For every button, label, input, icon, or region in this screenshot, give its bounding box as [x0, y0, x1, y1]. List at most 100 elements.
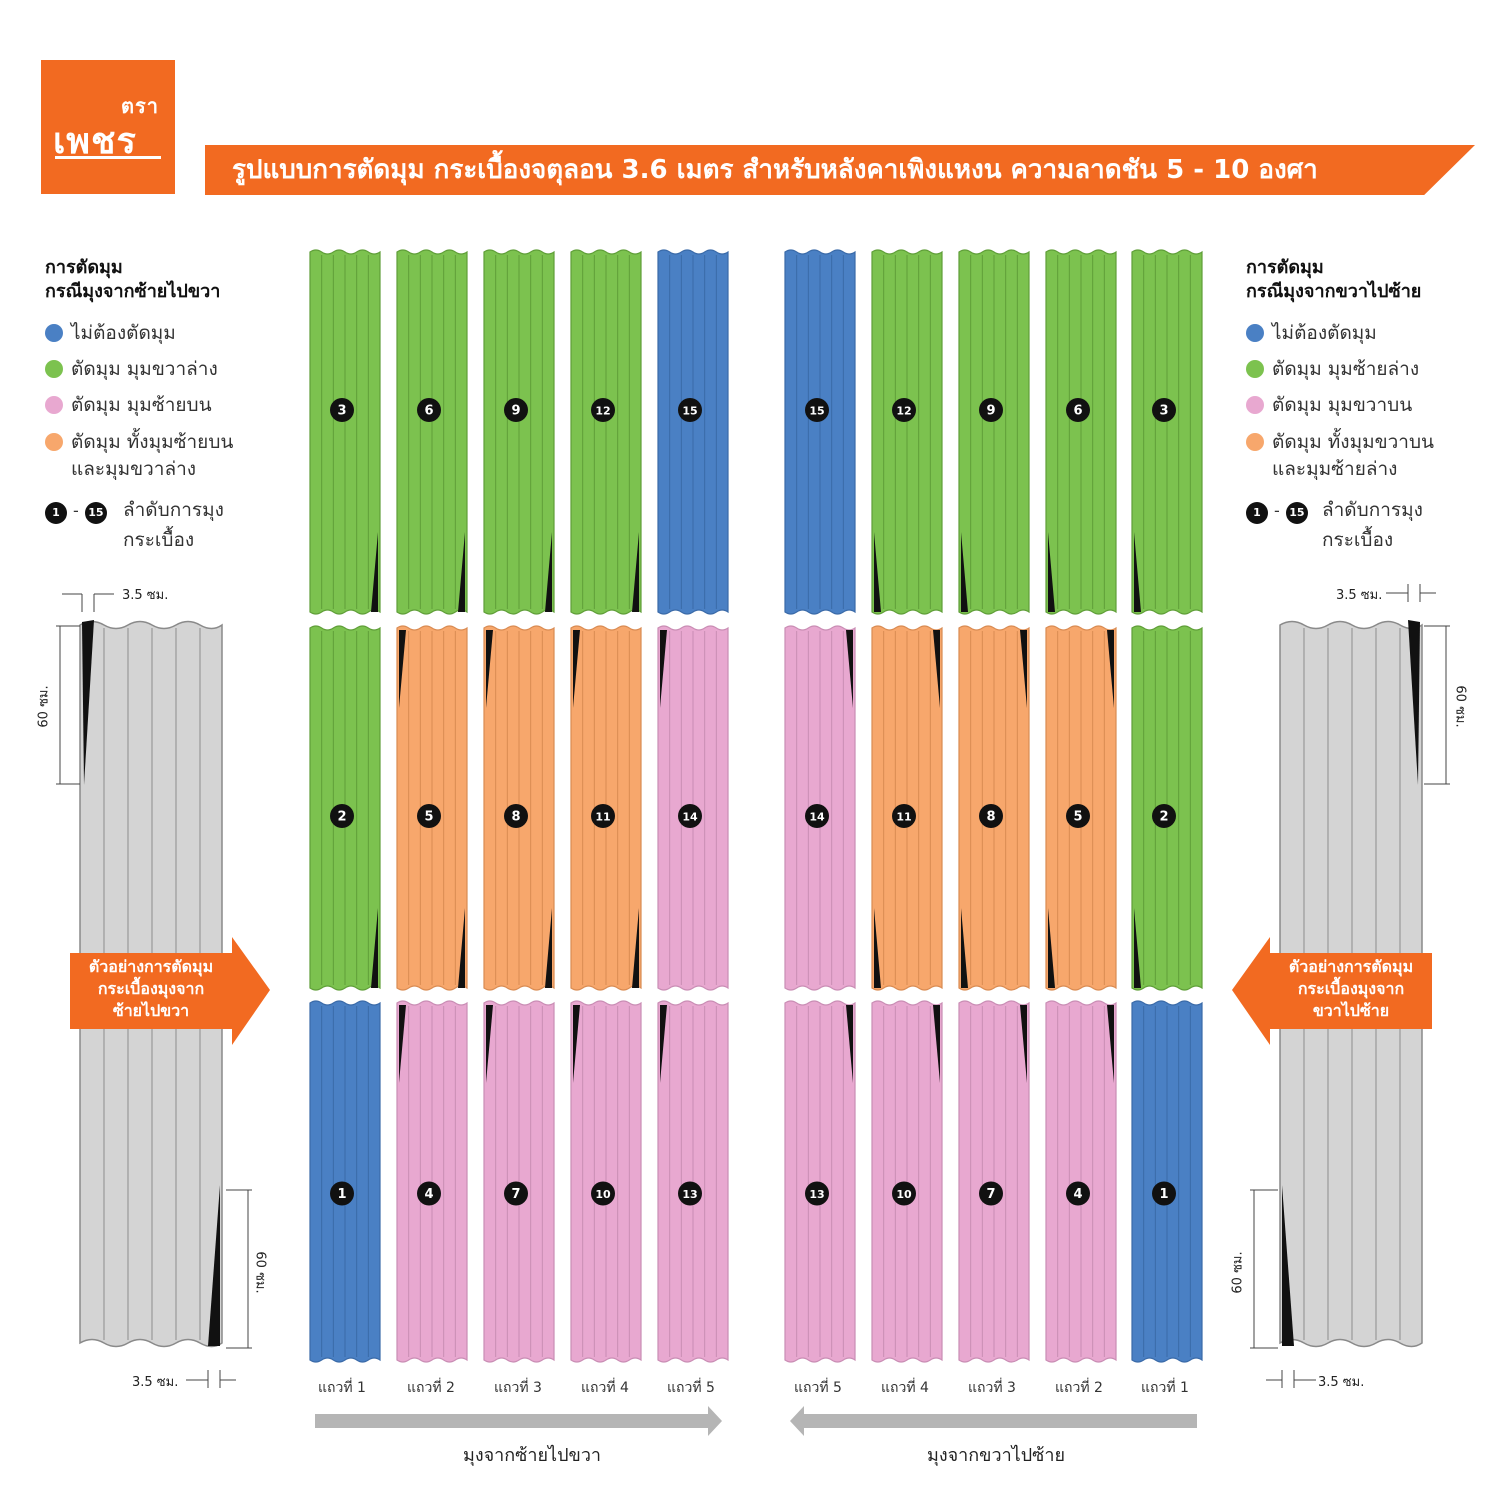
order-badge-icon — [1066, 804, 1090, 828]
cut-corner-mark — [660, 630, 667, 708]
sheet-right: 4 — [1045, 1000, 1117, 1363]
blue-dot-icon — [1246, 324, 1264, 342]
sheet-left: 13 — [657, 1000, 729, 1363]
sheet-left: 14 — [657, 625, 729, 991]
order-badge-icon — [805, 1181, 829, 1206]
sheet-left: 9 — [483, 249, 555, 615]
dim-height-top-right: 60 ซม. — [1452, 685, 1468, 728]
cut-corner-mark — [458, 908, 465, 988]
order-number: 4 — [1073, 1187, 1082, 1202]
logo-underline — [55, 156, 161, 159]
green-dot-icon — [45, 360, 63, 378]
cut-corner-mark — [399, 1005, 406, 1083]
sheet-left: 1 — [309, 1000, 381, 1363]
column-label-right-2: แถวที่ 2 — [1055, 1380, 1103, 1396]
cut-corner-mark — [1107, 1005, 1114, 1083]
cut-corner-mark — [486, 630, 493, 708]
sheet-left: 6 — [396, 249, 468, 615]
order-badge-icon — [678, 1181, 702, 1206]
order-number: 6 — [1073, 404, 1082, 419]
number-badge-icon: 15 — [1285, 502, 1308, 524]
sheet-right: 15 — [784, 249, 856, 615]
example-label-line: กระเบื้องมุงจาก — [1297, 979, 1405, 998]
order-label-cont: กระเบื้อง — [123, 529, 195, 551]
cut-corner-mark — [545, 908, 552, 988]
dim-width-bottom-right: 3.5 ซม. — [1318, 1375, 1365, 1390]
green-dot-icon — [1246, 360, 1264, 378]
order-badge-icon — [504, 398, 528, 422]
sheet-right: 6 — [1045, 249, 1117, 615]
sheet-left: 3 — [309, 249, 381, 615]
column-label-right-4: แถวที่ 4 — [881, 1380, 929, 1396]
legend-item-label-cont: และมุมขวาล่าง — [71, 458, 197, 480]
cut-corner-mark — [1134, 532, 1141, 612]
cut-corner-mark — [371, 908, 378, 988]
column-label-left-5: แถวที่ 5 — [667, 1380, 715, 1396]
column-label-left-1: แถวที่ 1 — [318, 1380, 366, 1396]
order-badge-icon — [504, 804, 528, 828]
cut-corner-mark — [573, 1005, 580, 1083]
order-number: 9 — [511, 404, 520, 419]
sheet-right: 10 — [871, 1000, 943, 1363]
dim-height-bottom-right: 60 ซม. — [1230, 1251, 1246, 1294]
sheet-left: 4 — [396, 1000, 468, 1363]
sheet-left: 8 — [483, 625, 555, 991]
order-number: 3 — [1159, 404, 1168, 419]
legend-item-label: ไม่ต้องตัดมุม — [71, 322, 176, 344]
example-label-line: ตัวอย่างการตัดมุม — [1288, 957, 1414, 976]
cut-corner-mark — [933, 630, 940, 708]
sheet-right: 8 — [958, 625, 1030, 991]
example-label-line: ซ้ายไปขวา — [112, 1001, 190, 1020]
legend-subtitle: กรณีมุงจากขวาไปซ้าย — [1246, 281, 1422, 302]
order-badge-icon — [805, 398, 829, 422]
order-separator: - — [1274, 501, 1280, 520]
legend-item-label: ไม่ต้องตัดมุม — [1272, 322, 1377, 344]
order-badge-icon — [678, 398, 702, 422]
cut-corner-mark — [846, 1005, 853, 1083]
order-badge-icon — [1066, 1181, 1090, 1206]
legend-item-label: ตัดมุม ทั้งมุมซ้ายบน — [71, 431, 234, 453]
sheet-right: 3 — [1131, 249, 1203, 615]
example-label-line: ตัวอย่างการตัดมุม — [88, 957, 214, 976]
order-number: 7 — [511, 1187, 520, 1202]
order-badge-icon — [892, 804, 916, 828]
order-number: 5 — [1073, 810, 1082, 825]
arrow-left-icon — [1232, 937, 1432, 1045]
sheet-left: 15 — [657, 249, 729, 615]
direction-label-left: มุงจากซ้ายไปขวา — [462, 1445, 602, 1466]
cut-corner-mark — [458, 532, 465, 612]
order-badge-icon — [805, 804, 829, 828]
order-separator: - — [73, 501, 79, 520]
legend-title: การตัดมุม — [1246, 257, 1324, 278]
sheet-left: 5 — [396, 625, 468, 991]
column-label-right-3: แถวที่ 3 — [968, 1380, 1016, 1396]
dim-height-top-left: 60 ซม. — [36, 685, 52, 728]
cut-corner-mark — [1020, 1005, 1027, 1083]
legend-item-label: ตัดมุม มุมขวาบน — [1272, 394, 1413, 416]
order-number: 2 — [337, 810, 346, 825]
legend-order: 1 - 15 ลำดับการมุง กระเบื้อง — [45, 499, 224, 551]
orange-dot-icon — [1246, 433, 1264, 451]
sheet-right: 11 — [871, 625, 943, 991]
sheet-right: 7 — [958, 1000, 1030, 1363]
pink-dot-icon — [45, 396, 63, 414]
orange-dot-icon — [45, 433, 63, 451]
order-number: 12 — [595, 405, 610, 418]
direction-label-right: มุงจากขวาไปซ้าย — [926, 1445, 1066, 1466]
order-badge-icon — [1066, 398, 1090, 422]
legend-order: 1 - 15 ลำดับการมุง กระเบื้อง — [1246, 499, 1423, 551]
direction-arrow-left-icon — [790, 1406, 1197, 1436]
cut-corner-mark — [961, 908, 968, 988]
example-label-line: ขวาไปซ้าย — [1312, 1001, 1390, 1020]
order-badge-icon — [417, 1181, 441, 1206]
cut-corner-mark — [1107, 630, 1114, 708]
order-badge-icon — [417, 804, 441, 828]
dim-height-bottom-left: 60 ซม. — [252, 1251, 268, 1294]
order-badge-icon — [979, 1181, 1003, 1206]
number-badge-icon: 1 — [45, 502, 67, 524]
order-number: 15 — [809, 405, 824, 418]
cut-corner-mark — [371, 532, 378, 612]
order-number: 12 — [896, 405, 911, 418]
cut-corner-mark — [933, 1005, 940, 1083]
sheet-left: 12 — [570, 249, 642, 615]
